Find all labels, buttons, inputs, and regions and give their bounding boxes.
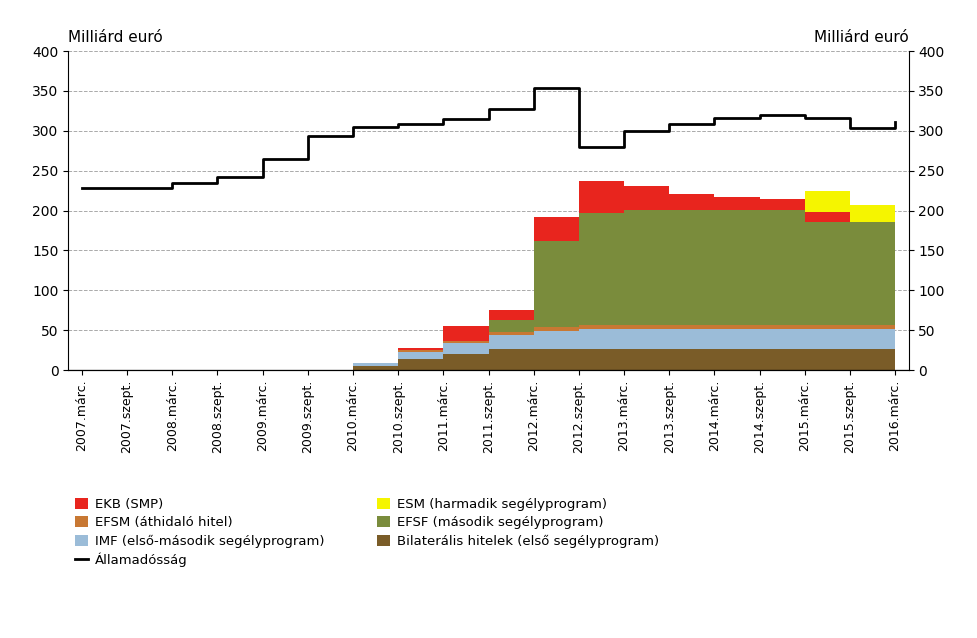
- Text: Milliárd euró: Milliárd euró: [814, 29, 909, 45]
- Text: Milliárd euró: Milliárd euró: [68, 29, 163, 45]
- Legend: EKB (SMP), EFSM (áthidaló hitel), IMF (első-második segélyprogram), Államadósság: EKB (SMP), EFSM (áthidaló hitel), IMF (e…: [75, 498, 658, 567]
